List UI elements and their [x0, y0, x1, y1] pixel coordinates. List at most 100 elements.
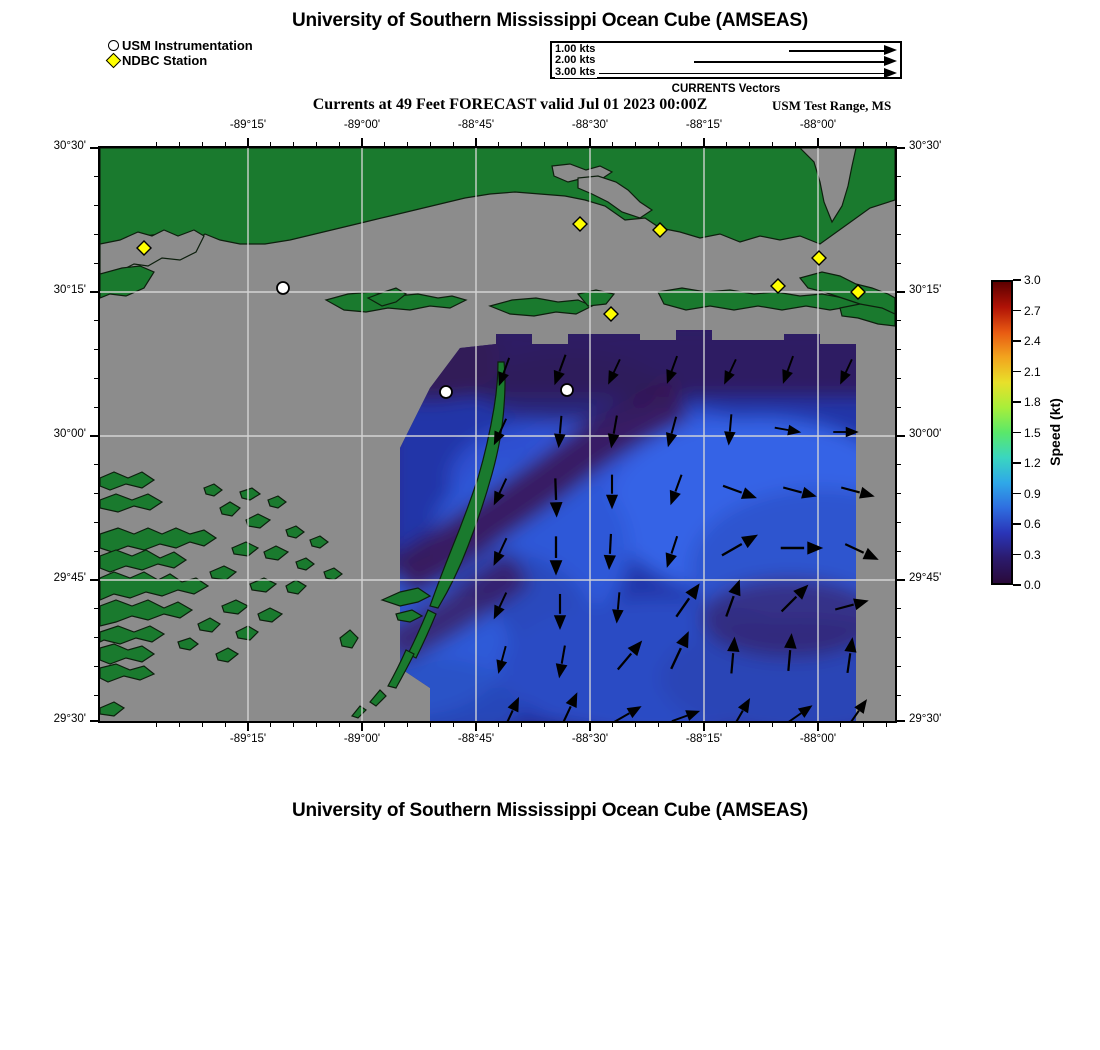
usm-instrumentation-marker[interactable]: [439, 385, 453, 399]
y-axis-minor-tick: [897, 349, 901, 351]
y-axis-minor-tick: [897, 205, 901, 207]
current-vector-arrowhead: [612, 609, 624, 624]
current-vector-shaft: [774, 426, 790, 432]
current-vector-shaft: [670, 416, 678, 434]
y-axis-label: 30°30': [53, 140, 86, 152]
map-plot-area[interactable]: [98, 146, 897, 723]
current-vector-shaft: [612, 415, 618, 434]
x-axis-minor-tick: [543, 142, 545, 146]
x-axis-minor-tick: [885, 142, 887, 146]
current-vector-arrowhead: [797, 705, 813, 718]
colorbar-tick: [1013, 370, 1021, 373]
colorbar-tick-label: 1.8: [1024, 395, 1041, 409]
x-axis-major-tick: [247, 138, 249, 146]
x-axis-minor-tick: [566, 142, 568, 146]
current-vector-arrowhead: [724, 370, 735, 385]
map-canvas: [100, 148, 895, 721]
current-vector-shaft: [613, 712, 630, 721]
ndbc-station-marker[interactable]: [770, 278, 786, 294]
y-axis-label: 30°00': [909, 428, 942, 440]
x-axis-minor-tick: [771, 142, 773, 146]
current-vector-shaft: [786, 355, 794, 372]
current-vector-shaft: [502, 357, 511, 374]
y-axis-minor-tick: [897, 493, 901, 495]
ndbc-station-marker[interactable]: [136, 240, 152, 256]
vector-legend-row: 2.00 kts: [552, 54, 900, 67]
x-axis-minor-tick: [612, 142, 614, 146]
x-axis-minor-tick: [429, 142, 431, 146]
colorbar-tick-label: 0.9: [1024, 486, 1041, 501]
ndbc-station-marker[interactable]: [652, 222, 668, 238]
current-vector-arrowhead: [737, 697, 751, 714]
x-axis-minor-tick: [566, 723, 568, 727]
x-axis-minor-tick: [863, 142, 865, 146]
x-axis-minor-tick: [726, 723, 728, 727]
current-vector-shaft: [834, 603, 854, 611]
current-vector-shaft: [850, 710, 860, 721]
current-vector-shaft: [506, 710, 514, 721]
current-vector-shaft: [844, 359, 853, 374]
current-vector-shaft: [674, 474, 683, 492]
x-axis-major-tick: [475, 723, 477, 731]
vector-legend-row: 1.00 kts: [552, 43, 900, 56]
ndbc-station-marker[interactable]: [572, 216, 588, 232]
x-axis-minor-tick: [201, 723, 203, 727]
test-range-label: USM Test Range, MS: [772, 98, 892, 113]
legend-label-ndbc: NDBC Station: [122, 53, 208, 68]
current-vector-shaft: [730, 653, 735, 674]
land-polygons: [100, 148, 895, 719]
colorbar-tick-label: 1.2: [1024, 456, 1041, 470]
colorbar-tick: [1013, 462, 1021, 464]
y-axis-major-tick: [90, 579, 98, 581]
x-axis-minor-tick: [749, 723, 751, 727]
colorbar: [991, 280, 1013, 585]
x-axis-minor-tick: [612, 723, 614, 727]
colorbar-tick-label: 1.5: [1024, 425, 1041, 440]
current-vector-shaft: [846, 653, 852, 674]
x-axis-major-tick: [703, 138, 705, 146]
ndbc-station-marker[interactable]: [811, 250, 827, 266]
current-vector-shaft: [670, 535, 679, 554]
x-axis-major-tick: [589, 723, 591, 731]
current-vector-arrowhead: [496, 659, 508, 674]
x-axis-label: -89°00': [343, 733, 381, 745]
vector-legend-label: 2.00 kts: [555, 54, 598, 67]
x-axis-minor-tick: [794, 142, 796, 146]
y-axis-major-tick: [897, 435, 905, 437]
colorbar-tick: [1013, 492, 1021, 495]
x-axis-major-tick: [703, 723, 705, 731]
current-vector-arrowhead: [555, 663, 568, 679]
current-vector-arrowhead: [782, 369, 793, 384]
current-vector-arrowhead: [549, 560, 563, 576]
x-axis-minor-tick: [635, 142, 637, 146]
current-vector-arrowhead: [626, 706, 642, 719]
x-axis-major-tick: [589, 138, 591, 146]
x-axis-minor-tick: [156, 142, 158, 146]
current-vector-arrowhead: [807, 541, 824, 555]
current-vector-shaft: [616, 592, 621, 610]
colorbar-tick: [1013, 431, 1021, 434]
marker-legend: USM Instrumentation NDBC Station: [105, 38, 253, 69]
vector-legend-shaft: [694, 61, 884, 63]
x-axis-label: -88°15': [685, 733, 723, 745]
ndbc-station-marker[interactable]: [603, 306, 619, 322]
x-axis-minor-tick: [407, 723, 409, 727]
x-axis-major-tick: [817, 138, 819, 146]
usm-instrumentation-marker[interactable]: [276, 281, 290, 295]
y-axis-minor-tick: [897, 233, 901, 235]
x-axis-minor-tick: [794, 723, 796, 727]
y-axis-minor-tick: [897, 262, 901, 264]
ndbc-station-marker[interactable]: [850, 284, 866, 300]
current-vector-arrowhead: [507, 696, 520, 713]
colorbar-tick: [1013, 584, 1021, 586]
current-vector-shaft: [722, 484, 743, 494]
current-vector-shaft: [616, 652, 633, 671]
y-axis-minor-tick: [94, 320, 98, 322]
y-axis-major-tick: [897, 720, 905, 722]
x-axis-minor-tick: [384, 142, 386, 146]
y-axis-major-tick: [897, 579, 905, 581]
x-axis-minor-tick: [315, 723, 317, 727]
current-vector-shaft: [787, 650, 792, 671]
usm-instrumentation-marker[interactable]: [560, 383, 574, 397]
colorbar-tick-label: 0.0: [1024, 578, 1041, 592]
